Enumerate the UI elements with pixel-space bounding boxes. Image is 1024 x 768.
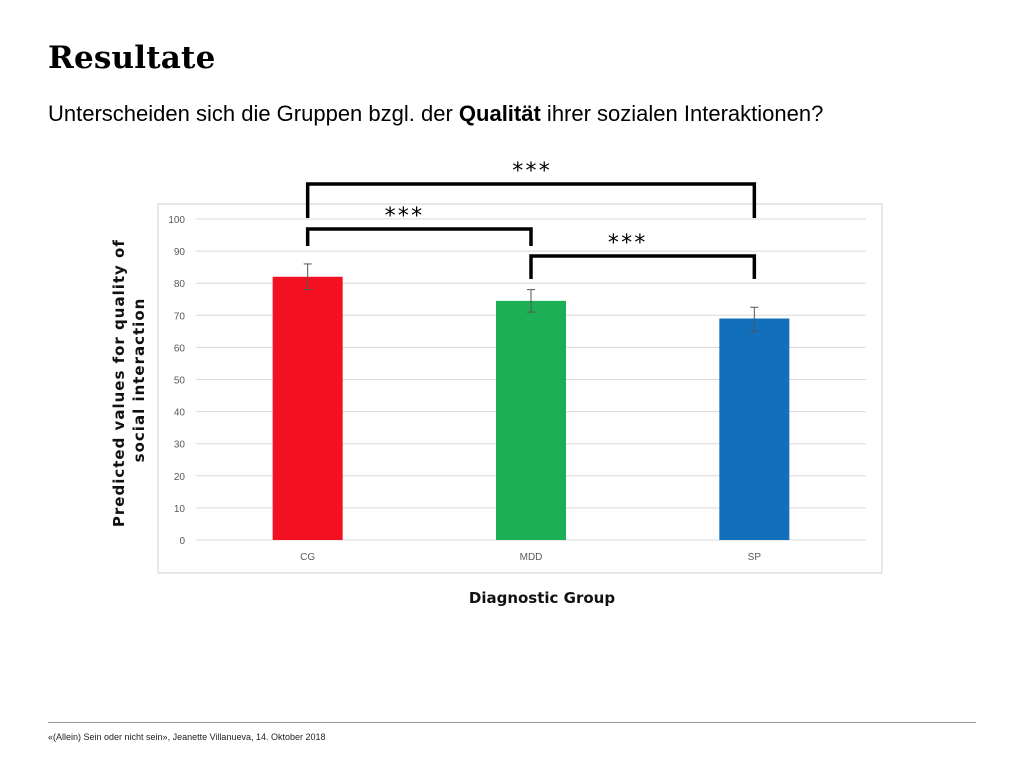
- significance-label: ***: [383, 204, 423, 229]
- significance-label: ***: [607, 231, 647, 256]
- footer-text: «(Allein) Sein oder nicht sein», Jeanett…: [48, 732, 326, 742]
- significance-brackets: *** *** ***: [305, 159, 757, 279]
- footer-divider: [48, 722, 976, 723]
- y-tick-labels: 0 10 20 30 40 50 60 70 80 90 100: [168, 215, 185, 547]
- significance-bracket: [305, 182, 757, 218]
- y-tick-label: 20: [174, 472, 186, 483]
- significance-label: ***: [511, 159, 551, 184]
- bar-cg: [272, 276, 343, 540]
- y-tick-label: 90: [174, 247, 186, 258]
- y-tick-label: 40: [174, 408, 186, 419]
- x-tick-label-sp: SP: [748, 552, 762, 563]
- y-tick-label: 80: [174, 279, 186, 290]
- significance-bracket: [305, 227, 533, 246]
- y-tick-label: 50: [174, 376, 186, 387]
- bars: [272, 276, 790, 540]
- error-bars: [303, 263, 759, 332]
- y-tick-label: 0: [179, 536, 185, 547]
- y-tick-label: 10: [174, 504, 186, 515]
- bar-sp: [719, 318, 790, 540]
- subtitle-prefix: Unterscheiden sich die Gruppen bzgl. der: [48, 101, 459, 126]
- y-tick-label: 70: [174, 311, 186, 322]
- slide-subtitle: Unterscheiden sich die Gruppen bzgl. der…: [48, 101, 823, 127]
- subtitle-bold: Qualität: [458, 101, 541, 126]
- x-tick-label-cg: CG: [300, 552, 315, 563]
- y-tick-label: 100: [168, 215, 185, 226]
- x-tick-labels: CG MDD SP: [300, 552, 761, 563]
- subtitle-suffix: ihrer sozialen Interaktionen?: [540, 101, 824, 126]
- y-tick-label: 60: [174, 343, 186, 354]
- slide-title: Resultate: [48, 40, 216, 76]
- x-axis-label: Diagnostic Group: [469, 589, 615, 607]
- y-tick-label: 30: [174, 440, 186, 451]
- y-axis-label: Predicted values for quality of social i…: [110, 233, 148, 527]
- x-tick-label-mdd: MDD: [520, 552, 543, 563]
- significance-bracket: [529, 254, 757, 279]
- bar-mdd: [496, 300, 566, 540]
- y-axis-label-line-2: social interaction: [130, 298, 148, 463]
- y-axis-label-line-1: Predicted values for quality of: [110, 239, 128, 527]
